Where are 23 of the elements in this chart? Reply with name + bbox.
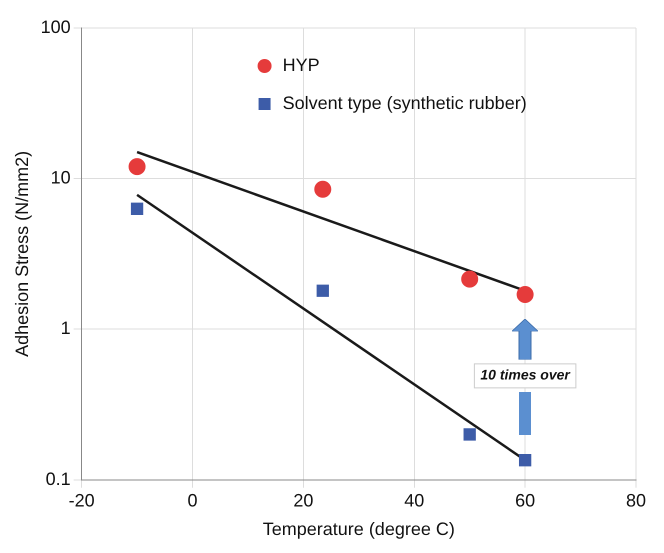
point — [316, 284, 329, 297]
x-tick-label: -20 — [68, 490, 95, 511]
x-tick-label: 80 — [626, 490, 646, 511]
y-tick-label: 0.1 — [46, 468, 71, 489]
point — [130, 202, 144, 215]
y-tick-label: 1 — [60, 318, 71, 338]
point — [314, 180, 332, 198]
legend-label: HYP — [282, 54, 320, 75]
x-tick-label: 40 — [404, 490, 424, 511]
point — [461, 270, 478, 288]
x-tick-label: 60 — [515, 490, 536, 511]
x-axis-title: Temperature (degree C) — [262, 519, 455, 540]
y-tick-label: 10 — [50, 168, 71, 188]
x-tick-label: 0 — [188, 490, 198, 511]
annotation: 10 times over — [480, 366, 572, 383]
point — [516, 286, 534, 303]
y-tick-label: 100 — [40, 16, 71, 37]
x-tick-label: 20 — [293, 490, 314, 511]
point — [128, 158, 146, 176]
point — [518, 454, 532, 466]
point — [464, 428, 476, 441]
legend-label: Solvent type (synthetic rubber) — [282, 92, 527, 113]
y-axis-title: Adhesion Stress (N/mm2) — [12, 150, 32, 357]
